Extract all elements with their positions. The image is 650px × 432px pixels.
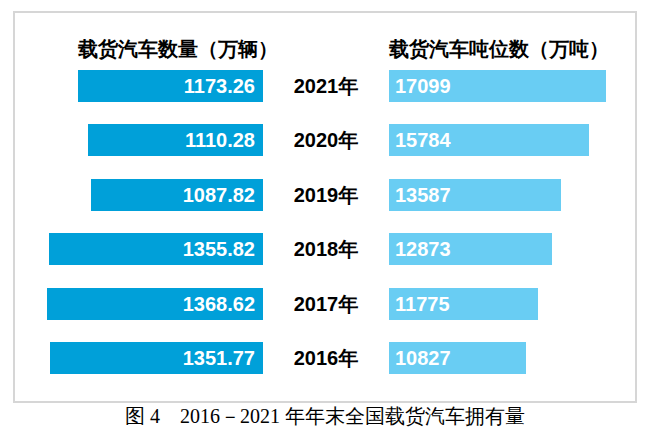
chart-row: 1173.262021年17099 — [15, 70, 635, 102]
chart-row: 1110.282020年15784 — [15, 124, 635, 156]
right-bar: 13587 — [389, 179, 561, 211]
chart-row: 1351.772016年10827 — [15, 342, 635, 374]
left-bar: 1368.62 — [47, 288, 263, 320]
year-label: 2018年 — [263, 233, 389, 265]
left-bar: 1087.82 — [91, 179, 263, 211]
right-bar: 17099 — [389, 70, 606, 102]
year-label: 2020年 — [263, 124, 389, 156]
left-bar: 1173.26 — [78, 70, 263, 102]
chart-row: 1087.822019年13587 — [15, 179, 635, 211]
year-label: 2017年 — [263, 288, 389, 320]
left-bar: 1351.77 — [50, 342, 263, 374]
right-series-title: 载货汽车吨位数（万吨） — [389, 36, 609, 63]
chart-frame: 载货汽车数量（万辆） 载货汽车吨位数（万吨） 1173.262021年17099… — [13, 11, 637, 403]
year-label: 2021年 — [263, 70, 389, 102]
figure-caption: 图 4 2016－2021 年年末全国载货汽车拥有量 — [0, 403, 650, 430]
chart-row: 1355.822018年12873 — [15, 233, 635, 265]
left-bar: 1110.28 — [88, 124, 263, 156]
left-bar: 1355.82 — [49, 233, 263, 265]
year-label: 2019年 — [263, 179, 389, 211]
chart-row: 1368.622017年11775 — [15, 288, 635, 320]
right-bar: 11775 — [389, 288, 538, 320]
right-bar: 10827 — [389, 342, 526, 374]
right-bar: 12873 — [389, 233, 552, 265]
year-label: 2016年 — [263, 342, 389, 374]
left-series-title: 载货汽车数量（万辆） — [78, 36, 278, 63]
right-bar: 15784 — [389, 124, 589, 156]
